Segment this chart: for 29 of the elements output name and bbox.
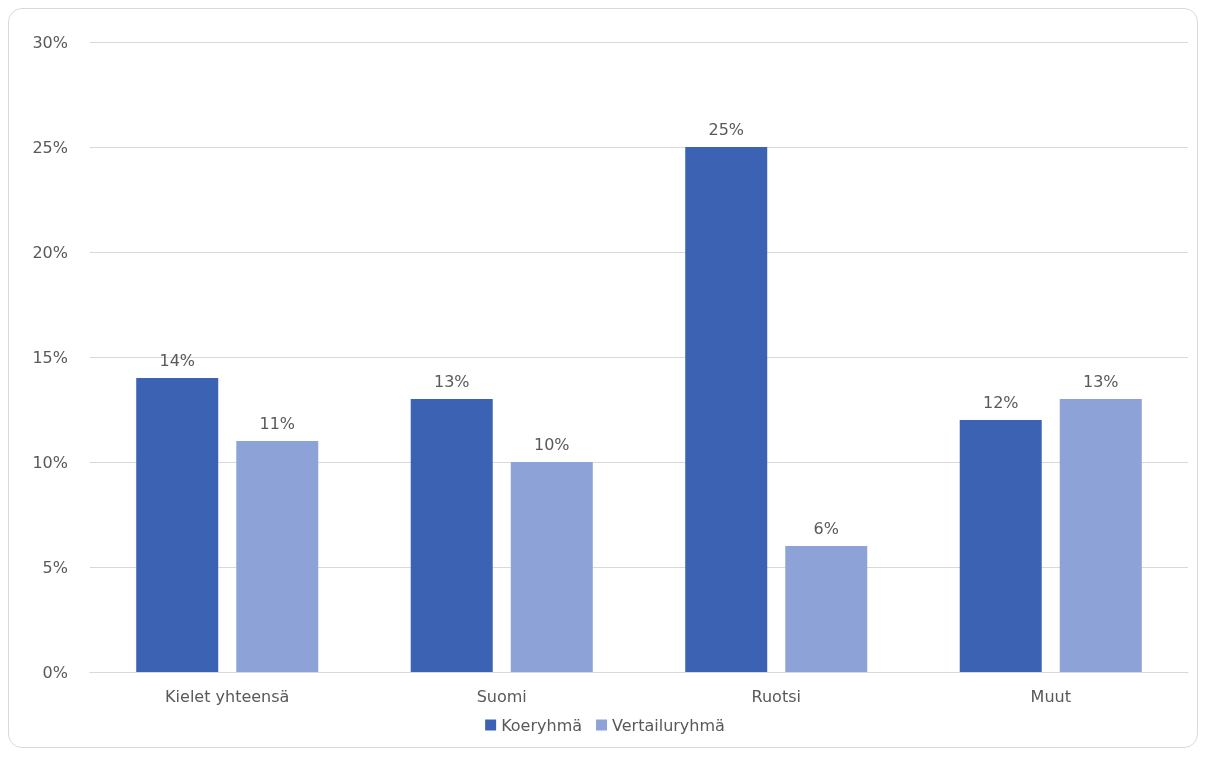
data-label: 11%	[259, 413, 296, 433]
bar	[1059, 399, 1142, 672]
y-tick-label: 25%	[32, 137, 68, 157]
y-tick-label: 15%	[32, 347, 68, 367]
data-label: 10%	[533, 434, 570, 454]
bar	[785, 546, 868, 672]
bar	[959, 420, 1042, 672]
x-tick-label: Kielet yhteensä	[165, 686, 290, 706]
bar	[410, 399, 493, 672]
data-label: 13%	[433, 371, 470, 391]
data-label: 25%	[708, 119, 745, 139]
y-tick-label: 20%	[32, 242, 68, 262]
x-tick-label: Ruotsi	[751, 686, 801, 706]
y-tick-label: 10%	[32, 452, 68, 472]
x-tick-label: Suomi	[476, 686, 527, 706]
y-tick-label: 0%	[42, 662, 68, 682]
bar	[685, 147, 768, 672]
y-tick-label: 30%	[32, 32, 68, 52]
bar	[510, 462, 593, 672]
data-label: 14%	[159, 350, 196, 370]
legend-label: Vertailuryhmä	[612, 715, 725, 735]
data-label: 12%	[982, 392, 1019, 412]
legend-label: Koeryhmä	[501, 715, 583, 735]
x-tick-label: Muut	[1030, 686, 1071, 706]
bar	[236, 441, 319, 672]
data-label: 6%	[813, 518, 839, 538]
data-label: 13%	[1082, 371, 1119, 391]
bar	[136, 378, 219, 672]
y-tick-label: 5%	[42, 557, 68, 577]
